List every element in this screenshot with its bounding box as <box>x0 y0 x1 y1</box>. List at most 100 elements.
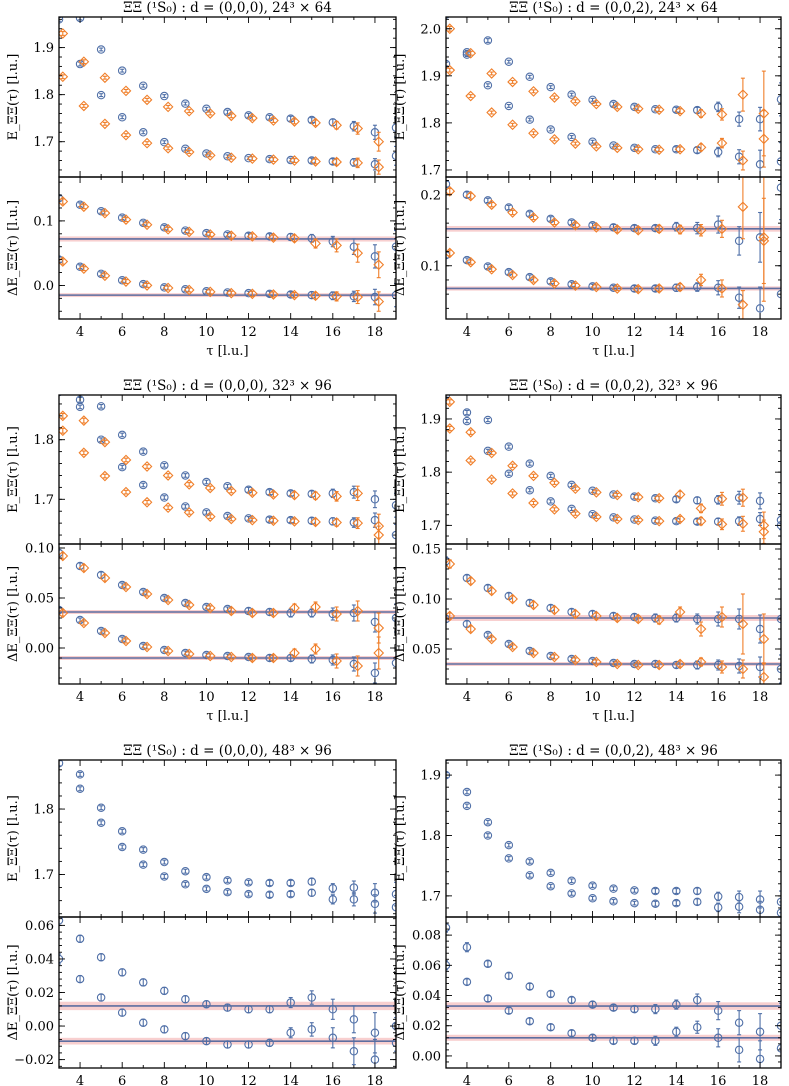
y-axis-label: ΔE_ΞΞ(τ) [l.u.] <box>393 944 408 1040</box>
data-point-blue <box>609 884 618 893</box>
data-point-orange <box>162 502 174 514</box>
data-point-blue <box>286 878 295 888</box>
data-point-orange <box>570 483 581 495</box>
data-point-orange <box>611 101 623 113</box>
x-tick-label: 14 <box>668 690 685 705</box>
data-point-blue <box>286 998 295 1007</box>
data-point-blue <box>525 871 534 880</box>
y-axis-label: ΔE_ΞΞ(τ) [l.u.] <box>6 200 21 296</box>
data-point-orange <box>737 299 749 311</box>
x-tick-label: 18 <box>752 690 769 705</box>
data-point-blue <box>734 1018 744 1027</box>
data-point-orange <box>78 617 90 629</box>
data-point-orange <box>446 64 456 76</box>
data-point-orange <box>310 117 321 129</box>
data-point-orange <box>78 447 90 459</box>
energy-shift-subplot: 4 6 8 10 12 14 16 18 0.0 0.1 ΔE_ΞΞ(τ) [l.u.] <box>6 176 397 340</box>
data-point-orange <box>446 423 456 434</box>
x-tick-label: 18 <box>752 1074 769 1086</box>
data-point-blue <box>96 818 106 828</box>
y-tick-label: 0.0 <box>33 279 54 294</box>
data-point-orange <box>162 223 174 235</box>
data-point-blue <box>567 1029 576 1038</box>
data-point-blue <box>160 91 169 101</box>
data-point-blue <box>96 402 106 411</box>
data-point-blue <box>483 415 493 425</box>
data-point-blue <box>713 1006 723 1015</box>
data-point-orange <box>758 235 770 247</box>
data-point-orange <box>99 436 111 448</box>
data-point-orange <box>78 263 90 275</box>
data-point-blue <box>202 872 211 882</box>
data-point-orange <box>507 488 518 499</box>
data-point-orange <box>120 581 132 593</box>
plot-area-bottom <box>59 194 396 312</box>
data-point-orange <box>590 511 602 523</box>
data-point-orange <box>289 155 300 166</box>
data-point-orange <box>507 460 518 472</box>
data-point-orange <box>310 238 321 249</box>
data-point-orange <box>246 652 258 664</box>
data-point-orange <box>611 612 623 624</box>
data-point-orange <box>716 493 728 505</box>
data-point-blue <box>139 845 148 854</box>
data-point-orange <box>246 112 258 124</box>
data-point-orange <box>716 137 728 149</box>
data-point-blue <box>546 82 555 92</box>
data-point-orange <box>549 278 560 289</box>
data-point-orange <box>486 68 498 79</box>
axes-frame <box>445 759 782 918</box>
data-point-blue <box>117 462 127 472</box>
y-axis-label: ΔE_ΞΞ(τ) [l.u.] <box>6 566 21 662</box>
data-point-orange <box>204 650 216 662</box>
data-point-orange <box>331 608 342 620</box>
data-point-orange <box>611 513 623 525</box>
data-point-orange <box>78 100 90 112</box>
data-point-blue <box>75 784 85 794</box>
data-point-orange <box>758 633 770 645</box>
data-point-blue <box>588 894 597 903</box>
data-point-orange <box>373 161 385 173</box>
chart-panel-6: ΞΞ (¹S₀) : d = (0,0,2), 48³ × 961.71.81.… <box>393 743 782 1086</box>
data-point-orange <box>465 90 477 102</box>
y-tick-label: 0.06 <box>412 959 441 974</box>
data-point-blue <box>181 502 190 511</box>
chart-title: ΞΞ (¹S₀) : d = (0,0,0), 48³ × 96 <box>123 743 332 759</box>
data-point-orange <box>99 572 111 584</box>
data-point-blue <box>755 304 765 313</box>
data-point-orange <box>268 489 279 500</box>
data-point-blue <box>307 608 316 618</box>
data-point-blue <box>504 57 514 66</box>
data-point-orange <box>528 497 539 509</box>
data-point-orange <box>549 651 560 663</box>
data-point-blue <box>734 1045 744 1055</box>
data-point-blue <box>588 881 597 890</box>
data-point-orange <box>549 133 560 145</box>
data-point-orange <box>99 72 111 84</box>
x-tick-label: 16 <box>325 325 342 340</box>
data-point-blue <box>202 477 211 487</box>
energy-shift-subplot: 4 6 8 10 12 14 16 18 0.1 0.2 ΔE_ΞΞ(τ) [l.u.] <box>393 176 782 340</box>
data-point-orange <box>737 89 749 101</box>
data-point-orange <box>59 550 69 562</box>
energy-subplot: 1.7 1.8 1.9 E_ΞΞ(τ) [l.u.] <box>393 394 782 545</box>
data-point-orange <box>289 232 300 244</box>
data-point-orange <box>268 232 279 244</box>
y-axis-label: E_ΞΞ(τ) [l.u.] <box>393 426 408 513</box>
data-point-orange <box>507 269 518 281</box>
data-point-orange <box>528 470 539 482</box>
data-point-orange <box>331 156 342 168</box>
data-point-orange <box>737 492 749 504</box>
y-tick-label: 0.10 <box>412 593 441 608</box>
y-axis-label: ΔE_ΞΞ(τ) [l.u.] <box>393 200 408 296</box>
data-point-blue <box>651 886 660 896</box>
y-tick-label: 1.9 <box>420 69 441 84</box>
data-point-blue <box>651 899 660 908</box>
y-tick-label: −0.02 <box>14 1053 54 1068</box>
plot-area-top <box>446 760 781 917</box>
data-point-orange <box>268 289 279 300</box>
data-point-blue <box>462 942 472 952</box>
data-point-orange <box>528 274 539 286</box>
data-point-orange <box>59 28 69 39</box>
axes-frame <box>445 176 782 320</box>
